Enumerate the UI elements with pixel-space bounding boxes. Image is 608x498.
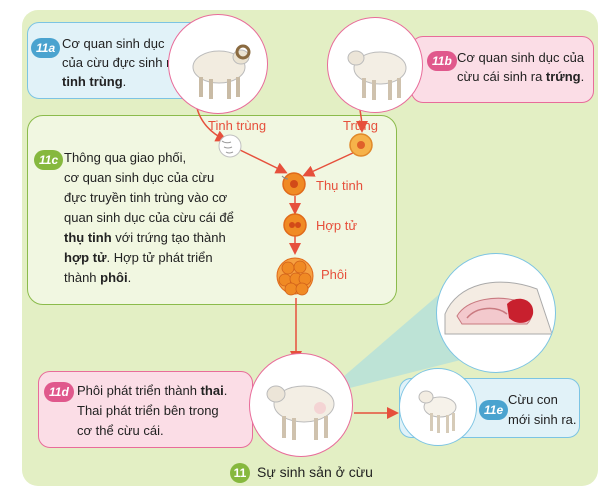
badge-11b: 11b — [427, 51, 457, 71]
womb-detail-image — [444, 281, 553, 335]
arrow-egg-to-fertilization — [302, 151, 356, 177]
text-11c-line4: quan sinh dục của cừu cái để — [64, 210, 234, 225]
text-11d-line3: cơ thể cừu cái. — [77, 423, 164, 438]
label-egg: Trứng — [343, 118, 378, 133]
badge-11c: 11c — [34, 150, 64, 170]
ewe-circle — [327, 17, 423, 113]
text-11c-line1: Thông qua giao phối, — [64, 150, 187, 165]
arrow-ewe-to-egg — [355, 109, 368, 133]
text-11b-line2: cừu cái sinh ra trứng. — [457, 69, 585, 84]
text-11c-line3: đực truyền tinh trùng vào cơ — [64, 190, 228, 205]
label-embryo: Phôi — [321, 267, 348, 282]
text-11a-line1: Cơ quan sinh dục — [62, 36, 165, 51]
lamb-image — [418, 390, 457, 433]
embryo-cluster — [276, 257, 314, 296]
pregnant-ewe-circle — [249, 353, 353, 457]
text-11b-line1: Cơ quan sinh dục của — [457, 50, 585, 65]
sperm-cells — [218, 134, 242, 158]
label-zygote: Hợp tử — [316, 218, 358, 233]
pregnant-ewe-image — [266, 385, 335, 440]
fertilized-egg — [281, 172, 306, 196]
badge-11e: 11e — [479, 400, 509, 420]
ram-circle — [168, 14, 268, 114]
womb-detail-circle — [436, 253, 556, 373]
text-11d-line1: Phôi phát triển thành thai. — [77, 383, 228, 398]
egg-cell — [349, 133, 373, 157]
box-11c — [27, 115, 397, 305]
caption-number-badge: 11 — [230, 463, 250, 483]
text-11c-line7: thành phôi. — [64, 270, 132, 285]
ewe-image — [347, 50, 407, 100]
ram-image — [192, 44, 251, 99]
text-11c-line2: cơ quan sinh dục của cừu — [64, 170, 215, 185]
arrow-sperm-to-fertilization — [239, 149, 288, 174]
text-11c-line6: hợp tử. Hợp tử phát triển — [64, 250, 213, 265]
zygote-cell — [283, 213, 307, 237]
text-11a-line2: của cừu đực sinh ra — [62, 55, 178, 70]
badge-11a: 11a — [31, 38, 61, 58]
label-sperm: Tinh trùng — [208, 118, 267, 133]
text-11d-line2: Thai phát triển bên trong — [77, 403, 219, 418]
lamb-circle — [399, 368, 477, 446]
text-11e-line1: Cừu con — [508, 392, 558, 407]
text-11a-line3: tinh trùng. — [62, 74, 127, 89]
figure-caption: Sự sinh sản ở cừu — [257, 464, 373, 480]
text-11e-line2: mới sinh ra. — [508, 412, 577, 427]
text-11c-line5: thụ tinh với trứng tạo thành — [64, 230, 226, 245]
label-fertilization: Thụ tinh — [316, 178, 363, 193]
box-11d — [38, 371, 253, 448]
badge-11d: 11d — [44, 382, 74, 402]
